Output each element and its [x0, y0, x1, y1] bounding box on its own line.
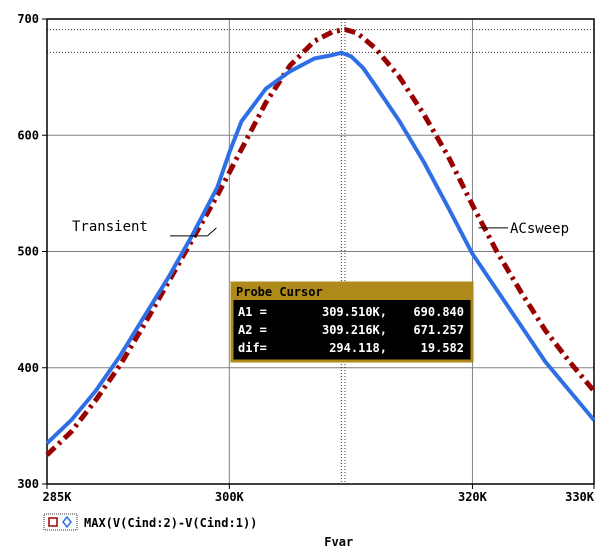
- x-tick-label: 330K: [565, 490, 595, 504]
- annotation-transient: Transient: [72, 219, 148, 235]
- x-tick-label: 320K: [458, 490, 488, 504]
- probe-row-y: 19.582: [421, 341, 464, 355]
- square-marker-icon: [48, 517, 58, 527]
- series-line-acsweep: [45, 27, 596, 457]
- probe-row-x: 309.216K,: [322, 323, 387, 337]
- y-tick-label: 400: [17, 361, 39, 375]
- x-tick-label: 300K: [215, 490, 245, 504]
- annotation-transient-pointer: [207, 227, 217, 237]
- probe-row-y: 671.257: [413, 323, 464, 337]
- probe-row-x: 294.118,: [329, 341, 387, 355]
- probe-cursor-title: Probe Cursor: [236, 285, 323, 299]
- y-tick-label: 700: [17, 12, 39, 26]
- annotation-acsweep: ACsweep: [510, 221, 569, 237]
- series-line-transient: [45, 50, 596, 445]
- legend-expression: MAX(V(Cind:2)-V(Cind:1)): [84, 516, 257, 530]
- diamond-marker-icon: [62, 515, 72, 529]
- probe-row-label: dif=: [238, 341, 267, 355]
- x-tick-label: 285K: [43, 490, 73, 504]
- y-tick-label: 600: [17, 128, 39, 142]
- x-axis-label: Fvar: [324, 535, 353, 549]
- probe-row-label: A1 =: [238, 305, 267, 319]
- probe-cursor-header[interactable]: [232, 283, 472, 300]
- probe-row-x: 309.510K,: [322, 305, 387, 319]
- y-tick-label: 500: [17, 245, 39, 259]
- probe-row-label: A2 =: [238, 323, 267, 337]
- legend-marker-box[interactable]: [43, 513, 78, 531]
- probe-row-y: 690.840: [413, 305, 464, 319]
- y-tick-label: 300: [17, 477, 39, 491]
